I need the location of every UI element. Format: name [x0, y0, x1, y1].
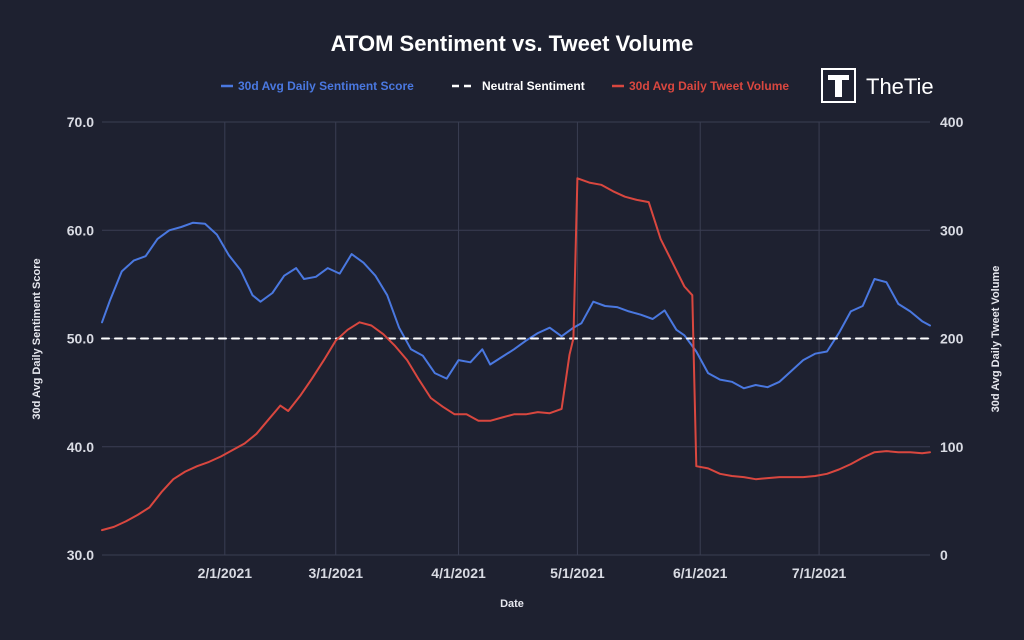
y-right-tick-label: 0 [940, 547, 948, 563]
y-right-tick-label: 200 [940, 331, 964, 347]
x-tick-label: 7/1/2021 [792, 565, 847, 581]
legend: 30d Avg Daily Sentiment Score Neutral Se… [221, 79, 789, 93]
x-tick-label: 2/1/2021 [198, 565, 253, 581]
y-right-tick-label: 400 [940, 114, 964, 130]
y-left-tick-label: 60.0 [67, 222, 94, 238]
y-left-tick-label: 70.0 [67, 114, 94, 130]
y-axis-right-title: 30d Avg Daily Tweet Volume [990, 266, 1002, 413]
brand-logo: TheTie [821, 68, 934, 103]
legend-label-volume: 30d Avg Daily Tweet Volume [629, 79, 789, 93]
x-tick-label: 5/1/2021 [550, 565, 605, 581]
legend-label-sentiment: 30d Avg Daily Sentiment Score [238, 79, 414, 93]
y-left-tick-label: 50.0 [67, 331, 94, 347]
x-axis-title: Date [500, 598, 524, 610]
thetie-logo-icon [821, 68, 856, 103]
y-axis-left-title: 30d Avg Daily Sentiment Score [31, 258, 43, 419]
x-tick-label: 3/1/2021 [308, 565, 363, 581]
axis-ticks: 30.0 40.0 50.0 60.0 70.0 0 100 200 300 400 2/1/202… [67, 114, 964, 581]
y-right-tick-label: 100 [940, 439, 964, 455]
brand-name: TheTie [866, 74, 934, 99]
y-right-tick-label: 300 [940, 222, 964, 238]
y-left-tick-label: 40.0 [67, 439, 94, 455]
legend-item-sentiment[interactable]: 30d Avg Daily Sentiment Score [221, 79, 414, 93]
y-left-tick-label: 30.0 [67, 547, 94, 563]
chart-title: ATOM Sentiment vs. Tweet Volume [331, 31, 694, 56]
series-lines [101, 177, 931, 532]
legend-label-neutral: Neutral Sentiment [482, 79, 585, 93]
series-line-volume [101, 177, 931, 532]
x-tick-label: 4/1/2021 [431, 565, 486, 581]
series-line-sentiment [101, 221, 931, 390]
legend-item-neutral[interactable]: Neutral Sentiment [452, 79, 585, 93]
x-tick-label: 6/1/2021 [673, 565, 728, 581]
legend-item-volume[interactable]: 30d Avg Daily Tweet Volume [612, 79, 789, 93]
